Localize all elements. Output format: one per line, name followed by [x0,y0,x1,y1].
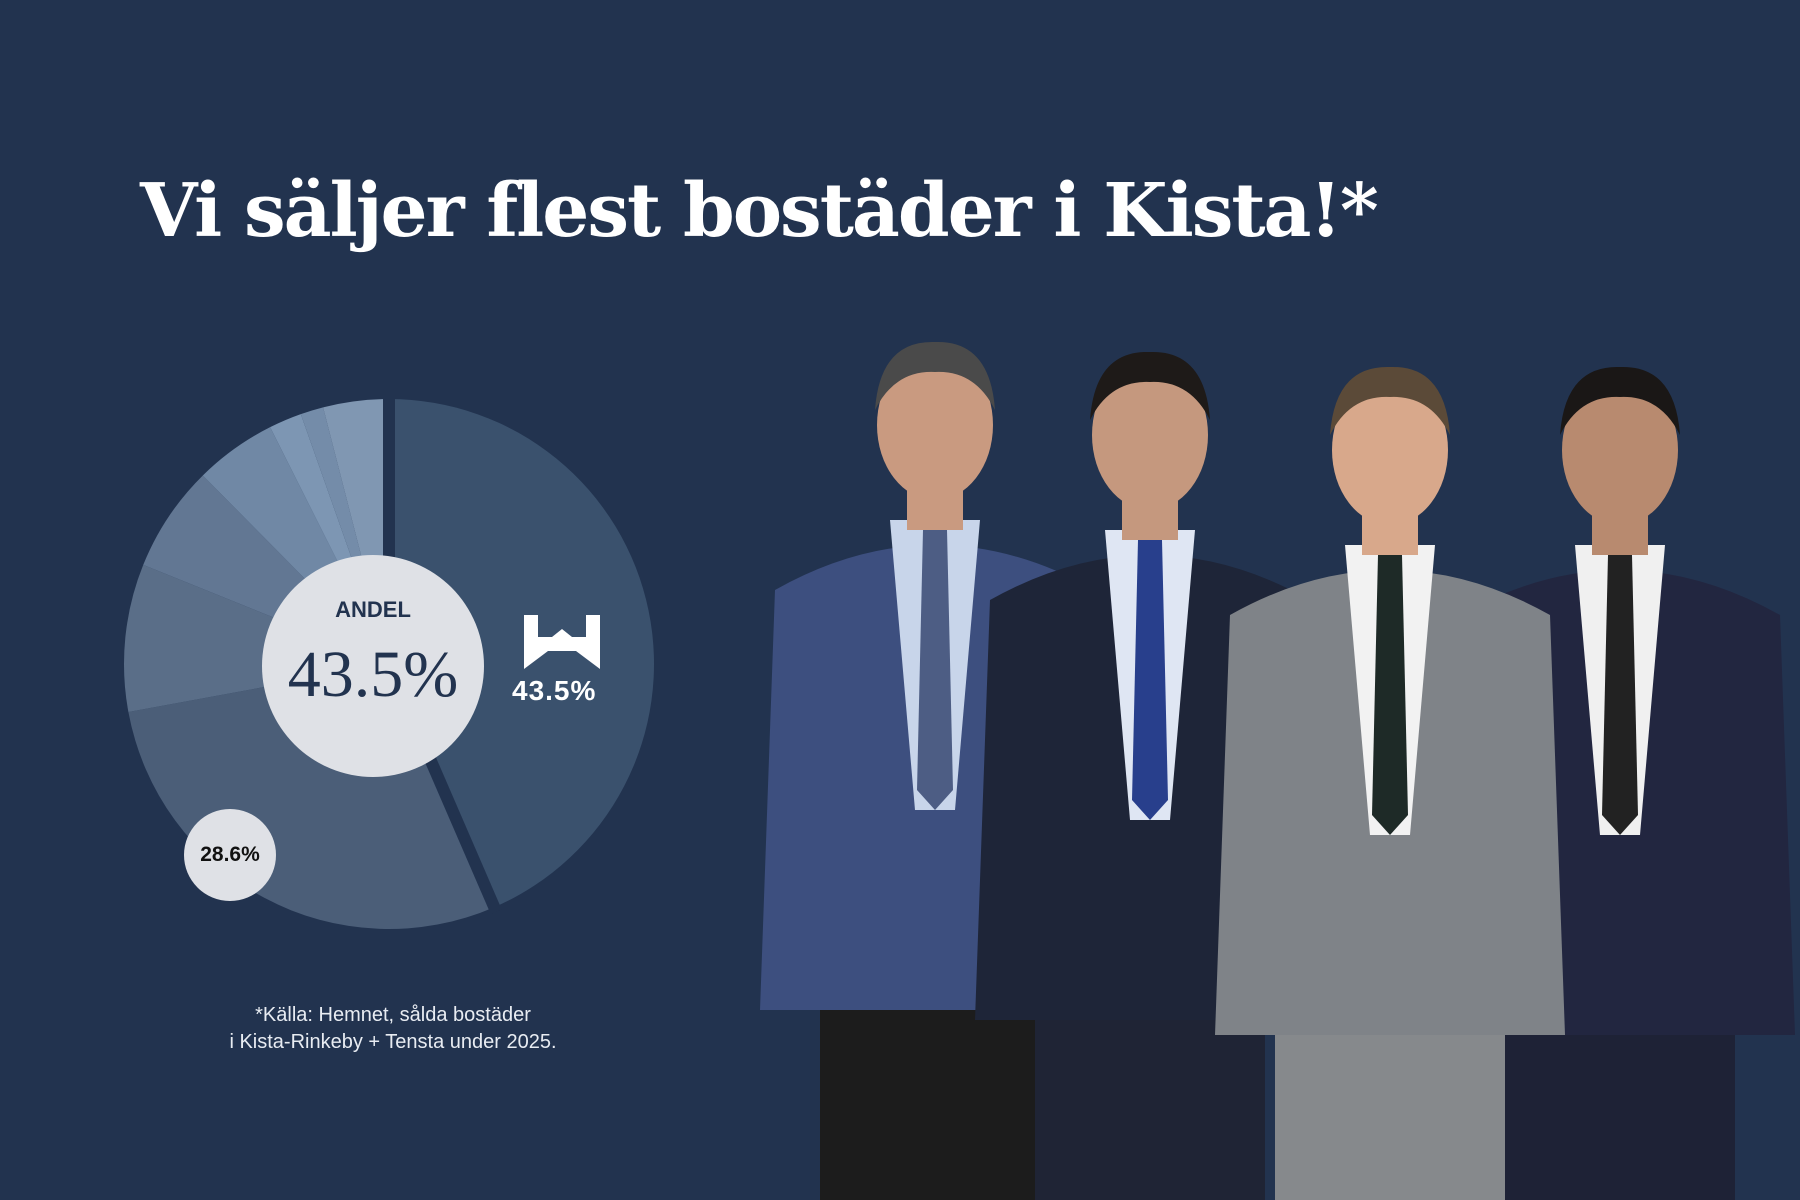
footnote-line-2: i Kista-Rinkeby + Tensta under 2025. [229,1031,557,1053]
pie-slice-1 [389,399,654,908]
market-share-pie-chart [124,394,654,929]
center-badge: ANDEL 43.5% [262,555,484,777]
source-footnote: *Källa: Hemnet, sålda bostäder i Kista-R… [193,1002,593,1056]
headline: Vi säljer flest bostäder i Kista!* [140,168,1379,254]
second-slice-badge: 28.6% [184,809,276,901]
second-slice-label: 28.6% [200,843,260,866]
center-value: 43.5% [287,638,459,711]
brand-logo-icon [524,615,600,669]
center-label: ANDEL [335,597,411,622]
person-3-photo [1215,366,1565,1200]
footnote-line-1: *Källa: Hemnet, sålda bostäder [255,1004,531,1026]
team-photo [760,341,1795,1200]
logo-value: 43.5% [512,675,597,706]
person-4-photo [1445,366,1795,1200]
